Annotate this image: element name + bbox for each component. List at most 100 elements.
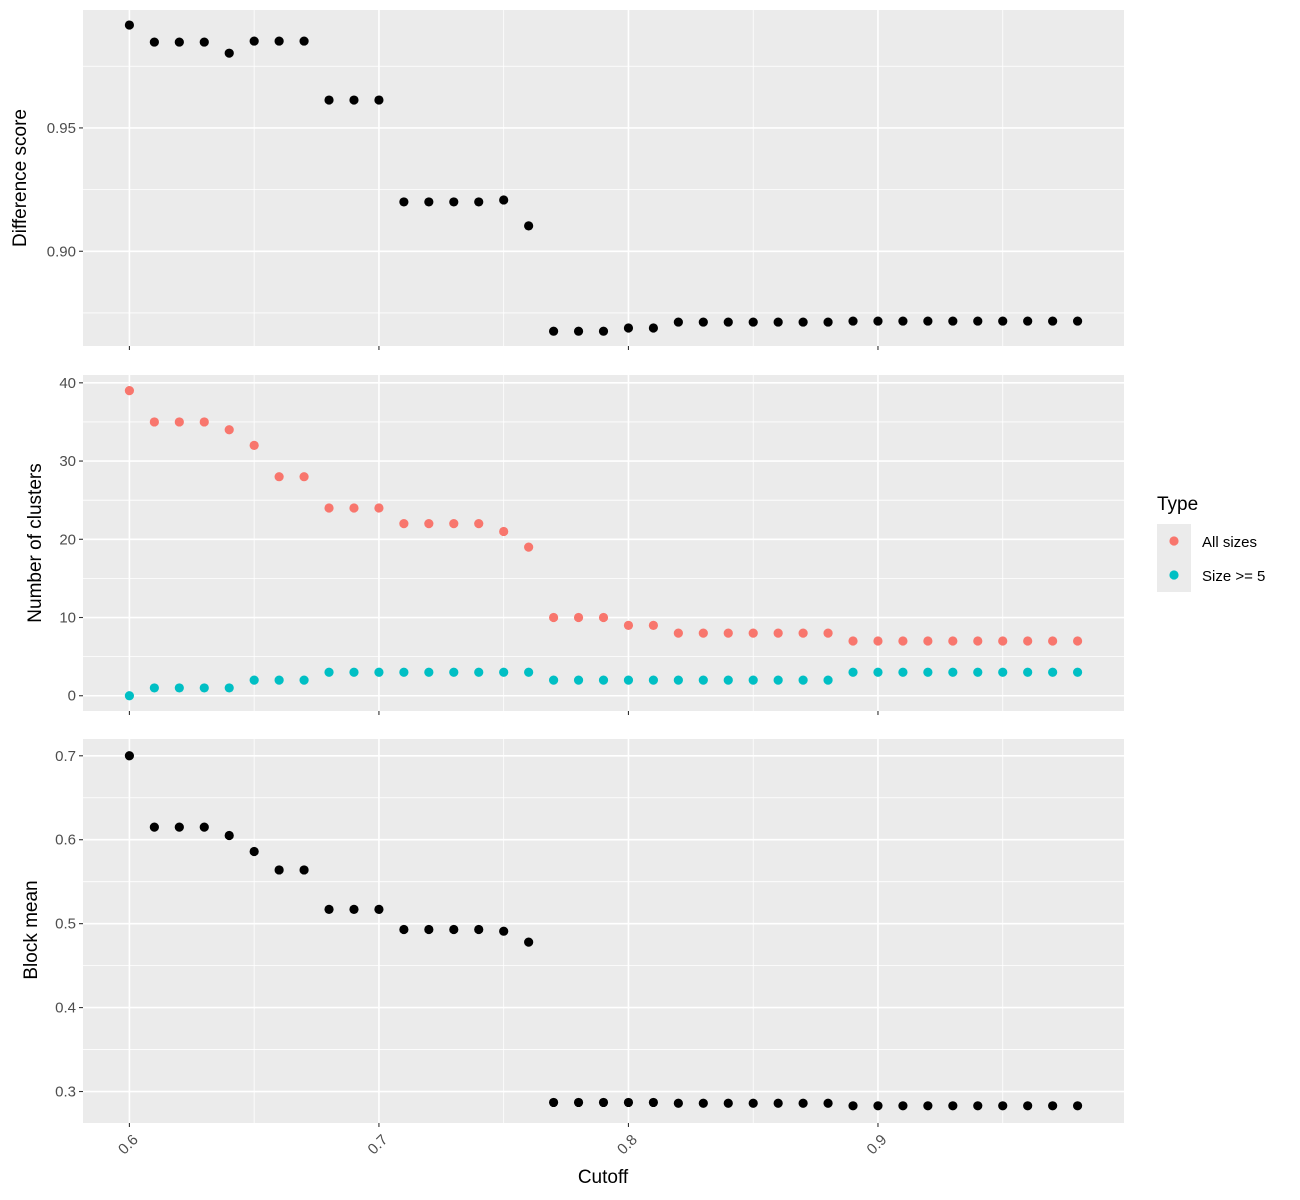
number-of-clusters-point [1023, 667, 1033, 677]
number-of-clusters-point [299, 472, 309, 482]
number-of-clusters-point [598, 612, 609, 623]
number-of-clusters-point [898, 667, 908, 677]
number-of-clusters-plot-background [83, 375, 1124, 711]
block-mean-point [698, 1098, 708, 1108]
block-mean-point [1048, 1101, 1058, 1111]
difference-score-point [548, 326, 559, 336]
difference-score-series-0 [124, 20, 1083, 336]
difference-score-point [374, 95, 384, 105]
difference-score-point [773, 317, 783, 327]
number-of-clusters-point [848, 636, 858, 646]
block-mean-point [249, 846, 259, 857]
number-of-clusters-point [399, 519, 409, 529]
block-mean-point [648, 1097, 659, 1108]
number-of-clusters-point [548, 612, 559, 623]
block-mean-y-tick-label: 0.4 [55, 1000, 76, 1017]
number-of-clusters-point [349, 667, 359, 677]
number-of-clusters-point [698, 628, 708, 638]
number-of-clusters-point [524, 542, 534, 552]
number-of-clusters-y-tick-label: 30 [59, 453, 76, 470]
number-of-clusters-point [998, 667, 1008, 677]
block-mean-point [474, 924, 484, 935]
difference-score-point [474, 197, 484, 207]
block-mean-y-tick-label: 0.7 [55, 748, 76, 765]
difference-score-point [823, 317, 833, 327]
block-mean-point [349, 904, 359, 914]
number-of-clusters-point [648, 675, 659, 685]
number-of-clusters-series-1 [124, 667, 1083, 701]
difference-score-point [424, 197, 434, 207]
number-of-clusters-point [973, 667, 983, 677]
block-mean-point [623, 1097, 634, 1108]
number-of-clusters-axis-title: Number of clusters [25, 463, 46, 622]
difference-score-point [898, 316, 908, 326]
difference-score-point [524, 221, 534, 231]
difference-score-point [324, 95, 334, 105]
number-of-clusters-point [274, 675, 284, 685]
block-mean-point [124, 751, 135, 761]
block-mean-plot-background [83, 739, 1124, 1123]
difference-score-point [923, 316, 933, 326]
number-of-clusters-point [748, 628, 758, 638]
number-of-clusters-point [399, 667, 409, 677]
number-of-clusters-point [948, 667, 958, 677]
type-legend: Type All sizes Size >= 5 [1157, 494, 1265, 592]
block-mean-point [324, 904, 334, 914]
number-of-clusters-point [723, 628, 733, 638]
difference-score-point [399, 197, 409, 207]
block-mean-point [898, 1101, 908, 1111]
legend-label-size-ge-5: Size >= 5 [1202, 568, 1265, 585]
number-of-clusters-point [923, 636, 933, 646]
block-mean-point [873, 1101, 883, 1111]
number-of-clusters-point [623, 675, 634, 685]
block-mean-point [598, 1097, 609, 1108]
number-of-clusters-point [424, 519, 434, 529]
number-of-clusters-point [823, 675, 833, 685]
number-of-clusters-point [623, 620, 634, 630]
number-of-clusters-point [374, 503, 384, 513]
number-of-clusters-point [1072, 667, 1083, 677]
difference-score-point [798, 317, 808, 327]
number-of-clusters-point [374, 667, 384, 677]
number-of-clusters-point [249, 440, 259, 451]
difference-score-point [124, 20, 135, 30]
number-of-clusters-point [748, 675, 758, 685]
difference-score-point [199, 37, 209, 47]
block-mean-point [1072, 1101, 1083, 1111]
number-of-clusters-point [673, 628, 683, 638]
block-mean-point [499, 926, 509, 936]
difference-score-point [349, 95, 359, 105]
number-of-clusters-point [573, 675, 584, 685]
difference-score-y-tick-label: 0.95 [47, 120, 76, 137]
block-mean-point [573, 1097, 584, 1108]
number-of-clusters-point [923, 667, 933, 677]
block-mean-y-tick-label: 0.5 [55, 916, 76, 933]
number-of-clusters-point [524, 667, 534, 677]
difference-score-point [224, 48, 234, 58]
number-of-clusters-point [424, 667, 434, 677]
number-of-clusters-point [898, 636, 908, 646]
number-of-clusters-y-tick-label: 20 [59, 531, 76, 548]
number-of-clusters-point [349, 503, 359, 513]
number-of-clusters-point [598, 675, 609, 685]
number-of-clusters-point [224, 683, 234, 693]
legend-dot-all-sizes [1169, 536, 1179, 546]
difference-score-plot-background [83, 10, 1124, 346]
difference-score-point [848, 316, 858, 326]
difference-score-point [299, 36, 309, 46]
block-mean-point [998, 1101, 1008, 1111]
number-of-clusters-point [499, 526, 509, 537]
block-mean-point [149, 822, 159, 832]
block-mean-point [798, 1098, 808, 1108]
difference-score-point [249, 36, 259, 46]
number-of-clusters-point [1072, 636, 1083, 646]
difference-score-point [598, 326, 609, 336]
x-axis-title: Cutoff [578, 1167, 629, 1188]
number-of-clusters-point [149, 417, 159, 427]
difference-score-point [449, 197, 459, 207]
number-of-clusters-point [174, 417, 184, 427]
block-mean-point [748, 1098, 758, 1108]
block-mean-point [948, 1101, 958, 1111]
block-mean-point [449, 924, 459, 935]
